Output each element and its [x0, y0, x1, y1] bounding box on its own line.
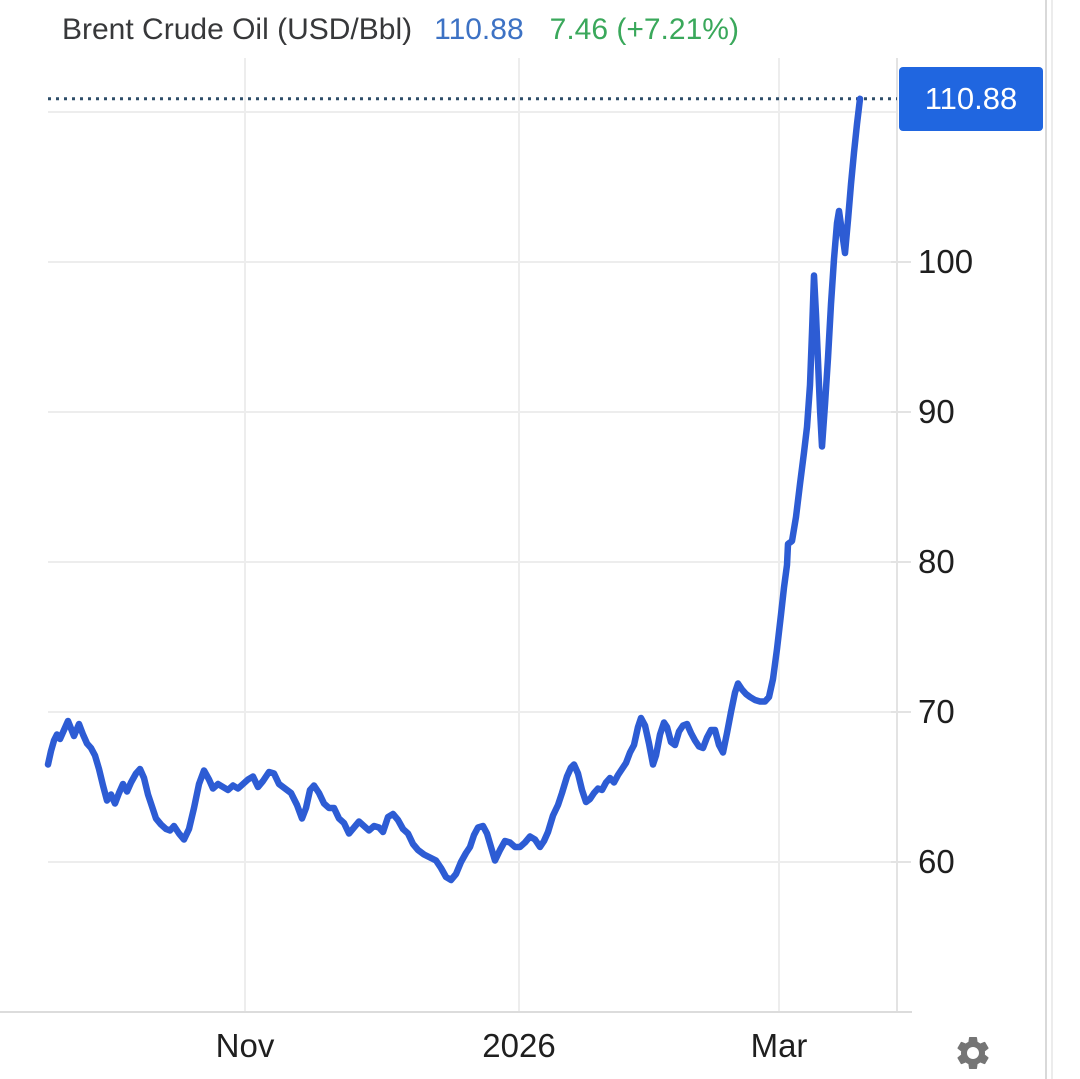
last-price-badge-value: 110.88 — [924, 81, 1018, 116]
gear-icon — [957, 1037, 989, 1069]
header-change: 7.46 (+7.21%) — [549, 13, 739, 46]
right-edge-divider-2 — [1051, 0, 1053, 1079]
right-edge-divider — [1045, 0, 1047, 1079]
x-axis-label: 2026 — [482, 1027, 556, 1064]
y-axis-label: 60 — [918, 843, 955, 880]
price-series-line — [44, 95, 864, 884]
settings-button[interactable] — [949, 1029, 997, 1077]
y-axis-label: 100 — [918, 243, 974, 280]
x-axis-label: Nov — [215, 1027, 275, 1064]
header-last-price: 110.88 — [434, 13, 524, 46]
instrument-title: Brent Crude Oil (USD/Bbl) — [62, 13, 413, 46]
chart-header: Brent Crude Oil (USD/Bbl) 110.88 7.46 (+… — [62, 6, 739, 54]
last-price-badge: 110.88 — [899, 67, 1043, 131]
x-axis-label: Mar — [750, 1027, 808, 1064]
y-axis-label: 70 — [918, 693, 955, 730]
y-axis-label: 80 — [918, 543, 955, 580]
y-axis-label: 90 — [918, 393, 955, 430]
